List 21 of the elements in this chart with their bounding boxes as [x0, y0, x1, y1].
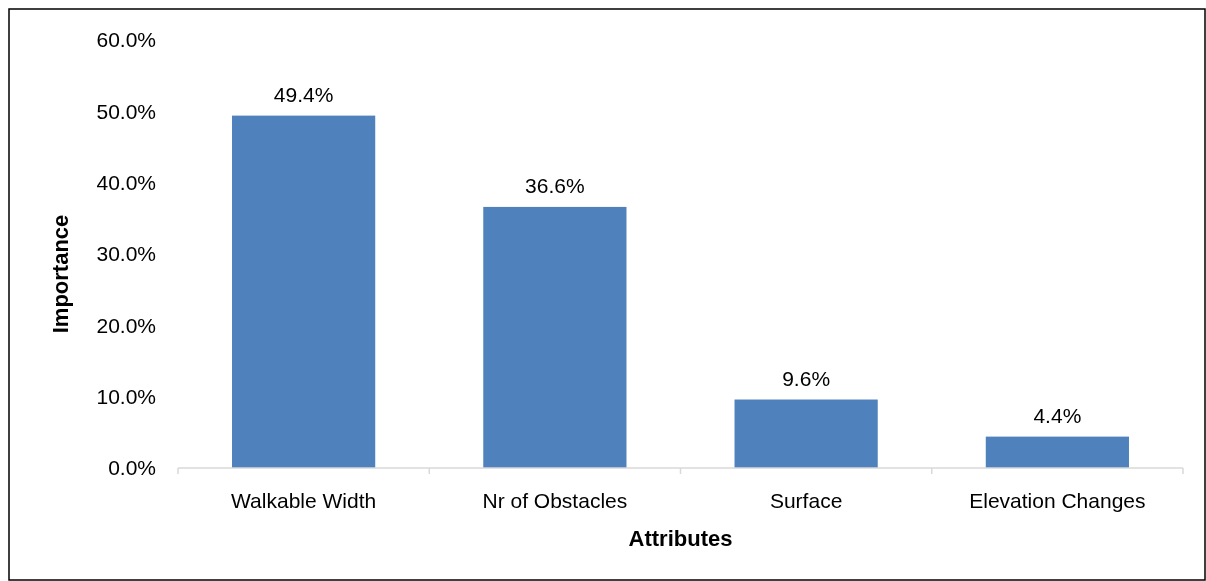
y-tick-label: 40.0% [96, 171, 156, 195]
y-axis-title: Importance [48, 214, 73, 334]
data-label: 36.6% [525, 173, 585, 197]
x-tick-label: Walkable Width [231, 489, 377, 512]
y-tick-label: 60.0% [96, 28, 156, 52]
x-tick-label: Nr of Obstacles [482, 489, 628, 512]
y-tick-label: 50.0% [96, 99, 156, 123]
x-tick-label: Elevation Changes [969, 489, 1146, 512]
y-tick-label: 20.0% [96, 313, 156, 337]
y-tick-label: 10.0% [96, 385, 156, 409]
y-tick-label: 0.0% [108, 456, 156, 480]
x-axis-title: Attributes [628, 526, 733, 551]
data-label: 4.4% [1033, 403, 1082, 427]
x-tick-label: Surface [769, 489, 843, 512]
bar [483, 206, 627, 468]
data-label: 49.4% [273, 82, 334, 106]
bar [734, 399, 878, 468]
bar [232, 115, 376, 468]
bar [985, 436, 1129, 468]
data-label: 9.6% [782, 366, 831, 390]
y-tick-label: 30.0% [96, 242, 156, 266]
